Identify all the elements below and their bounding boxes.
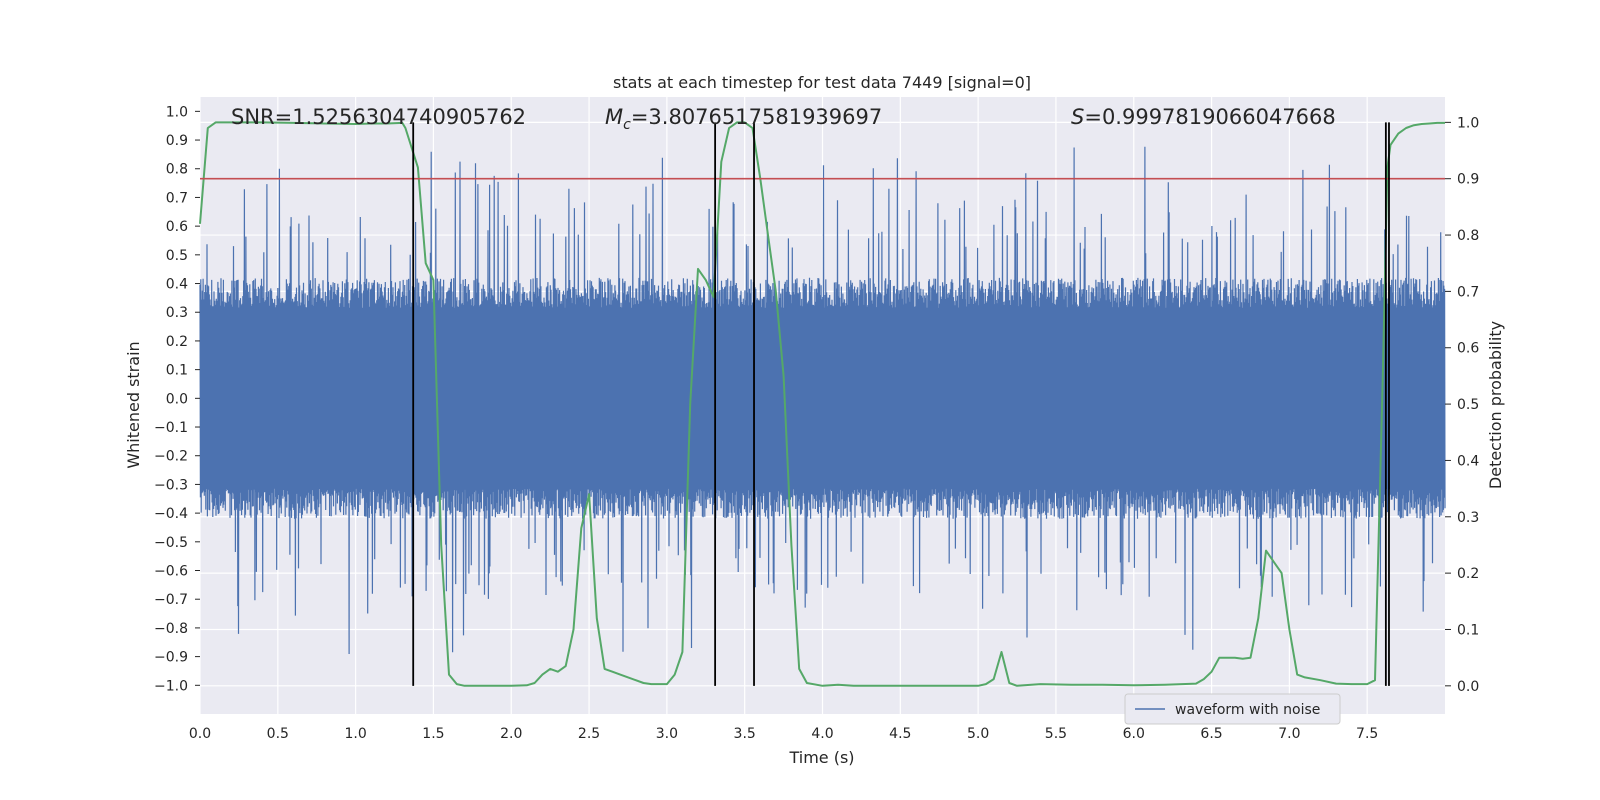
left-y-axis-ticks: 1.0 0.9 0.8 0.7 0.6 0.5 0.4 0.3 0.2 0.1 0.0 −0.1 −0.… [154,104,200,694]
y-left-tick-label: 0.7 [166,190,188,206]
x-axis-label: Time (s) [788,748,854,767]
y-left-tick-label: −0.7 [154,592,188,608]
right-y-axis-ticks: 1.0 0.9 0.8 0.7 0.6 0.5 0.4 0.3 0.2 0.1 0.0 [1445,115,1479,695]
y-axis-label-left: Whitened strain [124,341,143,468]
chirp-mass-subscript: c [623,117,631,133]
significance-annotation: S=0.9997819066047668 [1071,105,1336,129]
x-tick-label: 0.0 [189,726,211,742]
y-left-tick-label: −0.6 [154,564,188,580]
x-tick-label: 5.5 [1045,726,1067,742]
x-tick-label: 4.0 [811,726,833,742]
chirp-mass-value: =3.8076517581939697 [631,105,882,129]
x-tick-label: 2.0 [500,726,522,742]
chirp-mass-annotation: Mc=3.8076517581939697 [605,105,882,133]
y-right-tick-label: 0.3 [1457,510,1479,526]
y-right-tick-label: 1.0 [1457,115,1479,131]
y-left-tick-label: 0.6 [166,219,188,235]
x-axis-ticks: 0.0 0.5 1.0 1.5 2.0 2.5 3.0 3.5 4.0 4.5 5.0 5.5 6.0 6… [189,726,1378,742]
y-left-tick-label: 0.8 [166,162,188,178]
y-right-tick-label: 0.5 [1457,397,1479,413]
y-right-tick-label: 0.8 [1457,228,1479,244]
y-right-tick-label: 0.6 [1457,341,1479,357]
x-tick-label: 6.5 [1200,726,1222,742]
y-left-tick-label: −0.9 [154,650,188,666]
y-right-tick-label: 0.4 [1457,453,1479,469]
y-left-tick-label: −0.1 [154,420,188,436]
y-left-tick-label: 0.5 [166,248,188,264]
y-left-tick-label: −0.2 [154,449,188,465]
y-left-tick-label: 0.3 [166,305,188,321]
y-left-tick-label: −0.5 [154,535,188,551]
y-left-tick-label: −1.0 [154,678,188,694]
x-tick-label: 0.5 [267,726,289,742]
y-axis-label-right: Detection probability [1486,321,1505,489]
x-tick-label: 2.5 [578,726,600,742]
x-tick-label: 5.0 [967,726,989,742]
y-left-tick-label: 1.0 [166,104,188,120]
y-right-tick-label: 0.7 [1457,284,1479,300]
x-tick-label: 6.0 [1123,726,1145,742]
y-left-tick-label: −0.4 [154,506,188,522]
y-right-tick-label: 0.9 [1457,172,1479,188]
y-right-tick-label: 0.0 [1457,679,1479,695]
x-tick-label: 3.5 [734,726,756,742]
legend-label: waveform with noise [1175,702,1320,718]
vertical-markers [412,122,1390,686]
y-right-tick-label: 0.1 [1457,622,1479,638]
significance-symbol: S [1071,105,1084,129]
legend-box [1124,693,1341,725]
x-tick-label: 1.0 [344,726,366,742]
chart-title: stats at each timestep for test data 744… [613,73,1031,92]
probability-series [199,121,1445,687]
probability-line [199,121,1445,687]
x-tick-label: 7.5 [1356,726,1378,742]
waveform-series [199,146,1446,655]
waveform-line [199,146,1446,655]
y-left-tick-label: 0.0 [166,391,188,407]
x-tick-label: 7.0 [1278,726,1300,742]
snr-annotation: SNR=1.5256304740905762 [231,105,526,129]
x-tick-label: 1.5 [422,726,444,742]
x-tick-label: 4.5 [889,726,911,742]
significance-value: =0.9997819066047668 [1084,105,1335,129]
x-tick-label: 3.0 [656,726,678,742]
y-left-tick-label: −0.3 [154,477,188,493]
y-left-tick-label: 0.1 [166,363,188,379]
y-left-tick-label: 0.9 [166,133,188,149]
y-left-tick-label: 0.2 [166,334,188,350]
y-right-tick-label: 0.2 [1457,566,1479,582]
y-left-tick-label: 0.4 [166,277,188,293]
chirp-mass-symbol: M [605,105,623,129]
y-left-tick-label: −0.8 [154,621,188,637]
legend: waveform with noise [1124,693,1341,725]
